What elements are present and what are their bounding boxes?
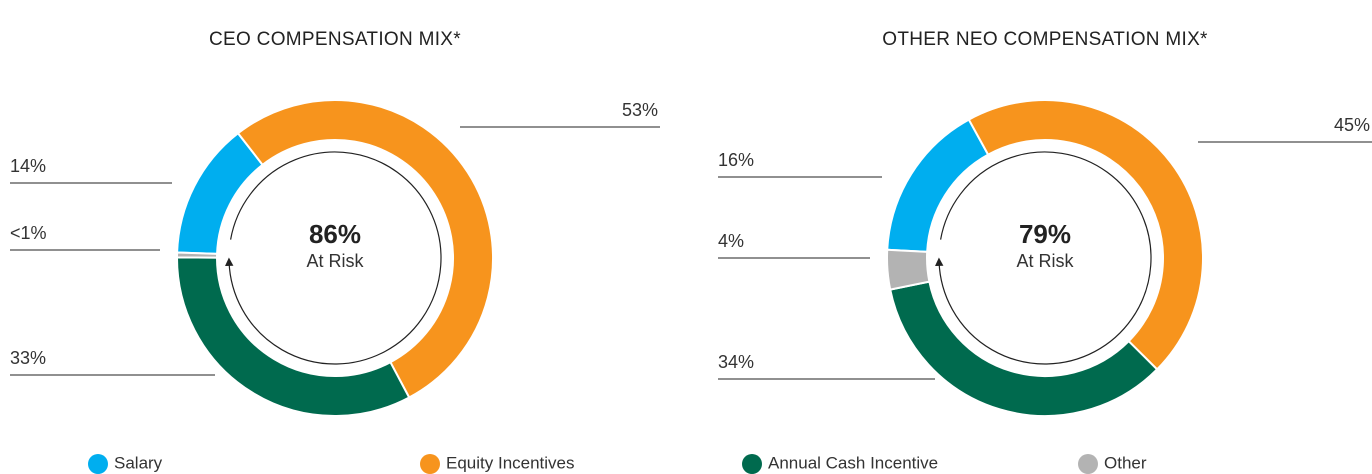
legend-label: Other (1104, 453, 1147, 472)
slice (176, 131, 264, 255)
legend-swatch (742, 454, 762, 474)
legend-label: Annual Cash Incentive (768, 453, 938, 472)
legend-swatch (420, 454, 440, 474)
legend-swatch (88, 454, 108, 474)
slice (886, 118, 990, 253)
chart-title: OTHER NEO COMPENSATION MIX* (882, 29, 1208, 50)
value-label: 4% (718, 231, 744, 251)
center-subtext: At Risk (306, 251, 364, 271)
value-label: 45% (1334, 115, 1370, 135)
value-label: 33% (10, 348, 46, 368)
value-label: 34% (718, 352, 754, 372)
chart-title: CEO COMPENSATION MIX* (209, 29, 461, 50)
legend-label: Equity Incentives (446, 453, 575, 472)
value-label: <1% (10, 223, 47, 243)
value-label: 53% (622, 100, 658, 120)
slice (236, 99, 494, 399)
slice (176, 256, 411, 417)
center-subtext: At Risk (1016, 251, 1074, 271)
value-label: 16% (718, 150, 754, 170)
slice (967, 99, 1205, 371)
value-label: 14% (10, 156, 46, 176)
slice (889, 280, 1159, 418)
risk-arrow (935, 151, 1152, 365)
slice (886, 248, 931, 291)
slice (175, 251, 219, 259)
center-value: 86% (309, 219, 361, 249)
risk-arrow (225, 151, 442, 365)
center-value: 79% (1019, 219, 1071, 249)
legend-label: Salary (114, 453, 163, 472)
legend-swatch (1078, 454, 1098, 474)
